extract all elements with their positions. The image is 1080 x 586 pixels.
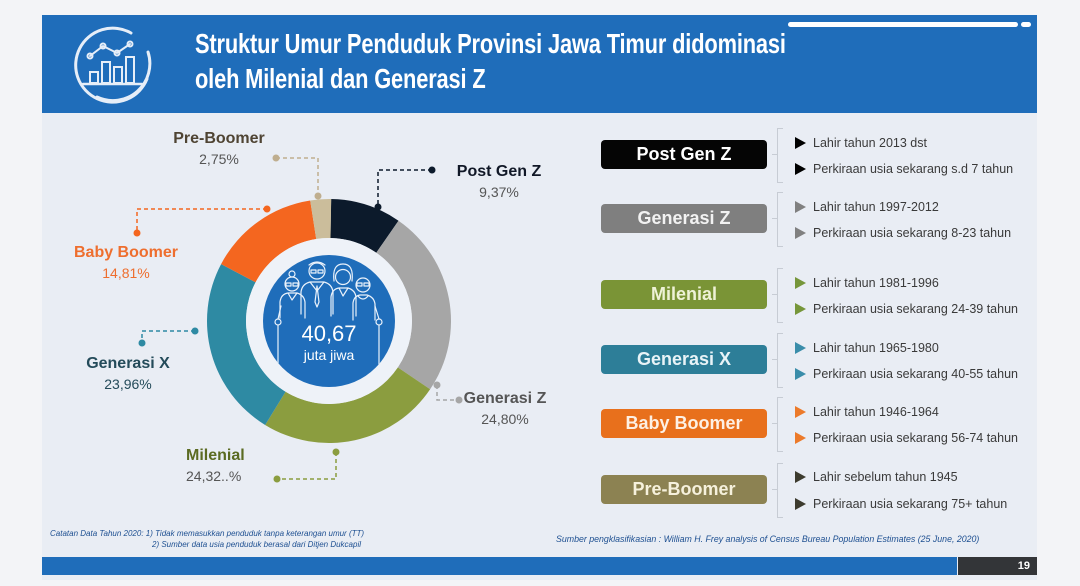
page-number: 19 bbox=[1017, 560, 1030, 572]
legend-box: Generasi X bbox=[601, 345, 767, 374]
chart-label-title: Milenial bbox=[186, 447, 245, 464]
chart-label-title: Generasi X bbox=[86, 355, 170, 372]
chart-label-value: 9,37% bbox=[479, 184, 519, 200]
bullet-text: Lahir tahun 1997-2012 bbox=[813, 200, 939, 214]
triangle-bullet-icon bbox=[795, 432, 806, 444]
triangle-bullet-icon bbox=[795, 406, 806, 418]
page-number-box: 19 bbox=[958, 557, 1037, 575]
bracket bbox=[777, 268, 783, 323]
legend-box: Pre-Boomer bbox=[601, 475, 767, 504]
bullet-text: Lahir tahun 1981-1996 bbox=[813, 276, 939, 290]
bracket-tick bbox=[772, 218, 778, 219]
chart-label-pre-boomer: Pre-Boomer 2,75% bbox=[169, 129, 269, 169]
bracket-tick bbox=[772, 359, 778, 360]
bracket-tick bbox=[772, 489, 778, 490]
chart-label-milenial: Milenial 24,32..% bbox=[186, 446, 256, 486]
bullet-text: Lahir tahun 1965-1980 bbox=[813, 341, 939, 355]
chart-label-value: 2,75% bbox=[199, 151, 239, 167]
chart-label-value: 23,96% bbox=[104, 376, 152, 392]
total-population-unit: juta jiwa bbox=[303, 347, 355, 363]
bullet-text: Lahir tahun 2013 dst bbox=[813, 136, 927, 150]
legend-row-baby-boomer: Baby Boomer Lahir tahun 1946-1964 Perkir… bbox=[601, 397, 1041, 452]
triangle-bullet-icon bbox=[795, 498, 806, 510]
triangle-bullet-icon bbox=[795, 471, 806, 483]
chart-label-post-gen-z: Post Gen Z 9,37% bbox=[449, 162, 549, 202]
bracket bbox=[777, 192, 783, 247]
bracket-tick bbox=[772, 154, 778, 155]
triangle-bullet-icon bbox=[795, 342, 806, 354]
chart-label-value: 24,32..% bbox=[186, 468, 242, 484]
chart-label-baby-boomer: Baby Boomer 14,81% bbox=[71, 243, 181, 283]
bracket-tick bbox=[772, 294, 778, 295]
legend-box: Generasi Z bbox=[601, 204, 767, 233]
header-decoration-dot bbox=[1021, 22, 1031, 27]
bracket bbox=[777, 333, 783, 388]
bracket bbox=[777, 128, 783, 183]
chart-label-title: Generasi Z bbox=[463, 390, 547, 407]
legend-row-milenial: Milenial Lahir tahun 1981-1996 Perkiraan… bbox=[601, 268, 1041, 323]
triangle-bullet-icon bbox=[795, 303, 806, 315]
bullet-text: Perkiraan usia sekarang 75+ tahun bbox=[813, 497, 1008, 511]
chart-label-title: Post Gen Z bbox=[456, 163, 542, 180]
chart-label-value: 14,81% bbox=[102, 265, 150, 281]
data-note-line-2: 2) Sumber data usia penduduk berasal dar… bbox=[152, 540, 362, 549]
triangle-bullet-icon bbox=[795, 368, 806, 380]
bracket bbox=[777, 397, 783, 452]
bullet-text: Perkiraan usia sekarang s.d 7 tahun bbox=[813, 162, 1014, 176]
triangle-bullet-icon bbox=[795, 137, 806, 149]
triangle-bullet-icon bbox=[795, 277, 806, 289]
page-title-line-1: Struktur Umur Penduduk Provinsi Jawa Tim… bbox=[195, 28, 786, 59]
legend-box: Baby Boomer bbox=[601, 409, 767, 438]
legend-box: Post Gen Z bbox=[601, 140, 767, 169]
bullet-text: Lahir tahun 1946-1964 bbox=[813, 405, 939, 419]
bracket-tick bbox=[772, 423, 778, 424]
chart-label-title: Baby Boomer bbox=[73, 244, 179, 261]
legend-row-generasi-z: Generasi Z Lahir tahun 1997-2012 Perkira… bbox=[601, 192, 1041, 247]
header-decoration-bar bbox=[788, 22, 1018, 27]
triangle-bullet-icon bbox=[795, 201, 806, 213]
bullet-text: Perkiraan usia sekarang 56-74 tahun bbox=[813, 431, 1018, 445]
bullet-text: Perkiraan usia sekarang 24-39 tahun bbox=[813, 302, 1018, 316]
bullet-text: Perkiraan usia sekarang 40-55 tahun bbox=[813, 367, 1018, 381]
chart-label-generasi-x: Generasi X 23,96% bbox=[78, 354, 178, 394]
legend-box: Milenial bbox=[601, 280, 767, 309]
legend-row-post-gen-z: Post Gen Z Lahir tahun 2013 dst Perkiraa… bbox=[601, 128, 1041, 183]
bracket bbox=[777, 463, 783, 518]
footer-bar bbox=[42, 557, 957, 575]
total-population-value: 40,67 bbox=[301, 321, 357, 346]
page-title-line-2: oleh Milenial dan Generasi Z bbox=[195, 63, 486, 94]
data-note-line-1: Catatan Data Tahun 2020: 1) Tidak memasu… bbox=[50, 529, 365, 538]
triangle-bullet-icon bbox=[795, 227, 806, 239]
chart-label-generasi-z: Generasi Z 24,80% bbox=[455, 389, 555, 429]
chart-label-title: Pre-Boomer bbox=[173, 130, 265, 147]
header-bar bbox=[42, 15, 1037, 113]
bullet-text: Perkiraan usia sekarang 8-23 tahun bbox=[813, 226, 1012, 240]
triangle-bullet-icon bbox=[795, 163, 806, 175]
chart-label-value: 24,80% bbox=[481, 411, 529, 427]
legend-row-pre-boomer: Pre-Boomer Lahir sebelum tahun 1945 Perk… bbox=[601, 463, 1041, 518]
legend-row-generasi-x: Generasi X Lahir tahun 1965-1980 Perkira… bbox=[601, 333, 1041, 388]
source-citation: Sumber pengklasifikasian : William H. Fr… bbox=[556, 534, 980, 544]
bullet-text: Lahir sebelum tahun 1945 bbox=[813, 470, 958, 484]
